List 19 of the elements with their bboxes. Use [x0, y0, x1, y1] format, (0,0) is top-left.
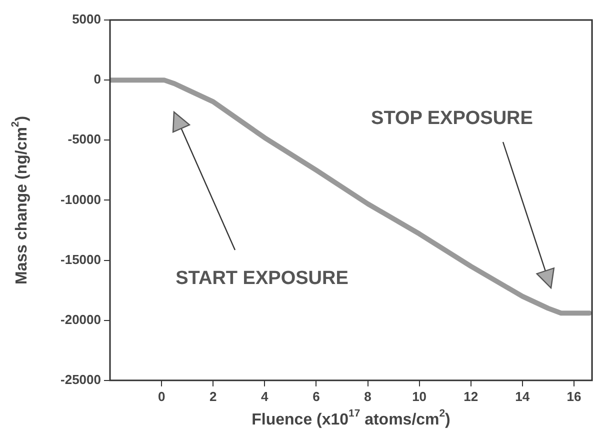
y-tick-label: -15000	[60, 252, 101, 267]
y-tick-label: -20000	[60, 312, 101, 327]
x-tick-label: 10	[412, 388, 427, 404]
x-tick-label: 0	[158, 388, 166, 404]
x-tick-label: 16	[566, 388, 582, 404]
annotation: START EXPOSURE	[176, 268, 348, 290]
y-tick-label: -25000	[60, 372, 101, 387]
y-tick-label: 0	[94, 72, 101, 87]
x-tick-label: 12	[464, 388, 478, 404]
x-tick-label: 8	[364, 388, 372, 404]
x-tick-label: 14	[515, 388, 530, 404]
y-tick-label: 5000	[72, 12, 101, 27]
y-tick-label: -10000	[60, 192, 101, 207]
x-tick-label: 6	[312, 388, 320, 404]
x-tick-label: 2	[209, 388, 217, 404]
y-tick-label: -5000	[68, 132, 101, 147]
x-tick-label: 4	[261, 388, 270, 404]
y-axis-title: Mass change (ng/cm2)	[10, 116, 30, 284]
annotation: STOP EXPOSURE	[371, 108, 533, 130]
